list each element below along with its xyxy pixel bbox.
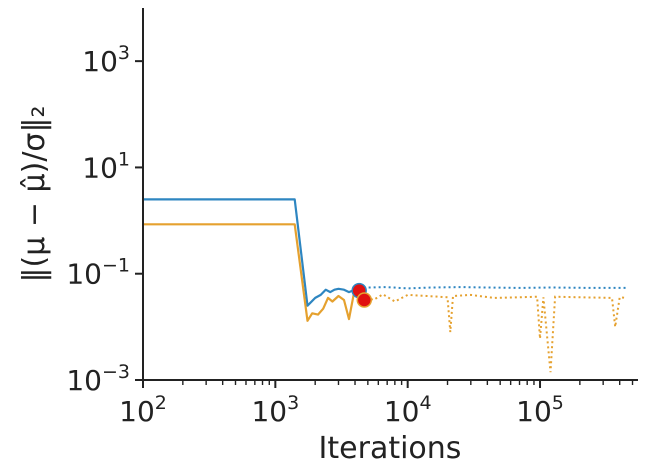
series-layer <box>143 198 627 373</box>
series-0-solid-line <box>143 198 360 307</box>
x-axis-label: Iterations <box>319 431 462 466</box>
x-tick-label-3: 105 <box>516 392 564 428</box>
y-axis-label: ‖(μ − μ̂)/σ‖₂ <box>17 106 52 283</box>
x-tick-label-2: 104 <box>384 392 432 428</box>
series-0-dotted-line <box>358 286 627 292</box>
y-tick-label-3: 103 <box>82 42 130 78</box>
y-tick-label-0: 10−3 <box>66 361 130 397</box>
series-1-dotted-line <box>361 293 627 373</box>
y-tick-label-1: 10−1 <box>66 255 130 291</box>
x-tick-label-1: 103 <box>251 392 299 428</box>
y-ticks: 10−3 10−1 101 103 <box>66 42 143 397</box>
y-tick-label-2: 101 <box>82 148 130 184</box>
series-1-solid-line <box>143 223 363 322</box>
x-tick-label-0: 102 <box>119 392 167 428</box>
marker-layer <box>351 282 373 308</box>
x-ticks: 102 103 104 105 <box>119 380 634 428</box>
marker-1 <box>356 292 373 308</box>
